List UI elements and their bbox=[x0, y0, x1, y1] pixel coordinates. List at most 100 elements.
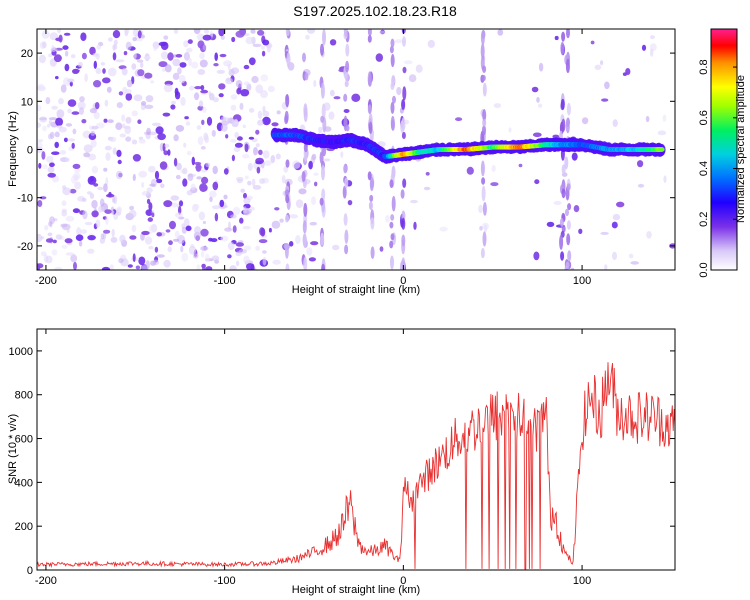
spectrogram-y-axis: 20 10 0 -10 -20 bbox=[17, 48, 675, 253]
noise-blob bbox=[58, 97, 64, 105]
noise-blob bbox=[93, 183, 99, 187]
noise-blob bbox=[75, 234, 84, 241]
noise-blob bbox=[152, 41, 160, 50]
noise-blob bbox=[105, 215, 109, 225]
noise-blob bbox=[141, 182, 145, 188]
noise-blob bbox=[64, 63, 70, 72]
noise-blob bbox=[137, 30, 142, 39]
noise-blob bbox=[236, 136, 243, 141]
noise-blob bbox=[208, 237, 213, 242]
streak-segment bbox=[320, 82, 325, 99]
noise-blob bbox=[51, 151, 60, 155]
noise-blob bbox=[248, 136, 255, 140]
noise-blob bbox=[218, 29, 225, 37]
noise-blob bbox=[132, 173, 136, 182]
streak-segment bbox=[567, 203, 572, 211]
noise-blob bbox=[140, 62, 144, 68]
noise-blob bbox=[164, 64, 172, 73]
colorbar-tick-label: 0.6 bbox=[698, 110, 710, 125]
noise-blob bbox=[167, 149, 171, 156]
snr-y-axis: 0 200 400 600 800 1000 bbox=[9, 346, 675, 577]
noise-blob bbox=[174, 87, 179, 96]
streak-segment bbox=[367, 35, 372, 43]
noise-blob bbox=[267, 85, 275, 93]
streak-segment bbox=[285, 29, 290, 37]
noise-blob bbox=[116, 149, 122, 157]
noise-blob bbox=[230, 104, 237, 111]
noise-blob bbox=[379, 246, 384, 252]
noise-blob bbox=[160, 183, 165, 189]
colorbar-tick-label: 0.2 bbox=[698, 212, 710, 227]
noise-blob bbox=[189, 85, 195, 91]
noise-blob bbox=[163, 150, 169, 156]
noise-blob bbox=[612, 251, 617, 261]
noise-blob bbox=[245, 36, 254, 45]
streak-segment bbox=[284, 243, 289, 259]
noise-blob bbox=[47, 166, 55, 173]
noise-blob bbox=[58, 34, 63, 43]
streak-segment bbox=[561, 31, 566, 42]
broadband-streak bbox=[284, 29, 291, 270]
noise-blob bbox=[57, 29, 61, 34]
streak-segment bbox=[402, 36, 406, 47]
noise-blob bbox=[163, 259, 171, 268]
noise-blob bbox=[48, 120, 52, 125]
noise-blob bbox=[140, 101, 147, 106]
noise-blob bbox=[95, 68, 102, 75]
noise-blob bbox=[132, 154, 141, 162]
noise-blob bbox=[262, 256, 267, 266]
noise-blob bbox=[194, 86, 202, 90]
noise-blob bbox=[59, 149, 67, 155]
streak-segment bbox=[321, 263, 326, 270]
noise-blob bbox=[132, 37, 137, 42]
noise-blob bbox=[255, 143, 260, 148]
noise-blob bbox=[379, 30, 386, 34]
noise-blob bbox=[279, 218, 284, 223]
noise-blob bbox=[227, 254, 232, 259]
noise-blob bbox=[645, 115, 650, 123]
noise-blob bbox=[179, 62, 187, 68]
noise-blob bbox=[112, 52, 117, 61]
streak-segment bbox=[481, 74, 486, 82]
noise-blob bbox=[172, 72, 180, 80]
noise-blob bbox=[237, 179, 243, 184]
noise-blob bbox=[171, 100, 176, 105]
noise-blob bbox=[243, 81, 250, 86]
streak-segment bbox=[321, 165, 325, 181]
snr-y-label: SNR (10 * v/v) bbox=[7, 414, 19, 484]
noise-blob bbox=[255, 157, 264, 165]
noise-blob bbox=[54, 141, 59, 149]
noise-blob bbox=[255, 129, 260, 135]
noise-blob bbox=[170, 195, 180, 201]
noise-blob bbox=[93, 60, 98, 69]
noise-blob bbox=[56, 125, 63, 129]
noise-blob bbox=[186, 150, 192, 156]
noise-blob bbox=[220, 235, 229, 242]
noise-blob bbox=[172, 58, 181, 67]
noise-blob bbox=[201, 119, 205, 126]
noise-blob bbox=[261, 50, 266, 57]
noise-blob bbox=[88, 153, 97, 161]
noise-blob bbox=[143, 55, 151, 60]
y-tick-label: -10 bbox=[17, 193, 33, 205]
noise-blob bbox=[38, 162, 42, 169]
noise-blob bbox=[148, 246, 154, 250]
noise-blob bbox=[243, 197, 251, 205]
noise-blob bbox=[92, 53, 99, 57]
noise-blob bbox=[178, 74, 186, 84]
noise-blob bbox=[194, 92, 200, 101]
noise-blob bbox=[94, 102, 100, 110]
snr-panel: -200 -100 0 100 0 200 400 600 800 1000 Height of… bbox=[7, 328, 676, 596]
noise-blob bbox=[375, 53, 383, 62]
noise-blob bbox=[163, 200, 173, 208]
noise-blob bbox=[173, 134, 179, 142]
noise-blob bbox=[347, 200, 353, 206]
streak-segment bbox=[344, 177, 349, 189]
noise-blob bbox=[250, 206, 255, 211]
noise-blob bbox=[219, 53, 227, 58]
noise-blob bbox=[611, 221, 618, 229]
broadband-streak bbox=[367, 29, 375, 259]
noise-blob bbox=[76, 227, 82, 236]
noise-blob bbox=[497, 29, 504, 36]
noise-blob bbox=[195, 163, 202, 172]
